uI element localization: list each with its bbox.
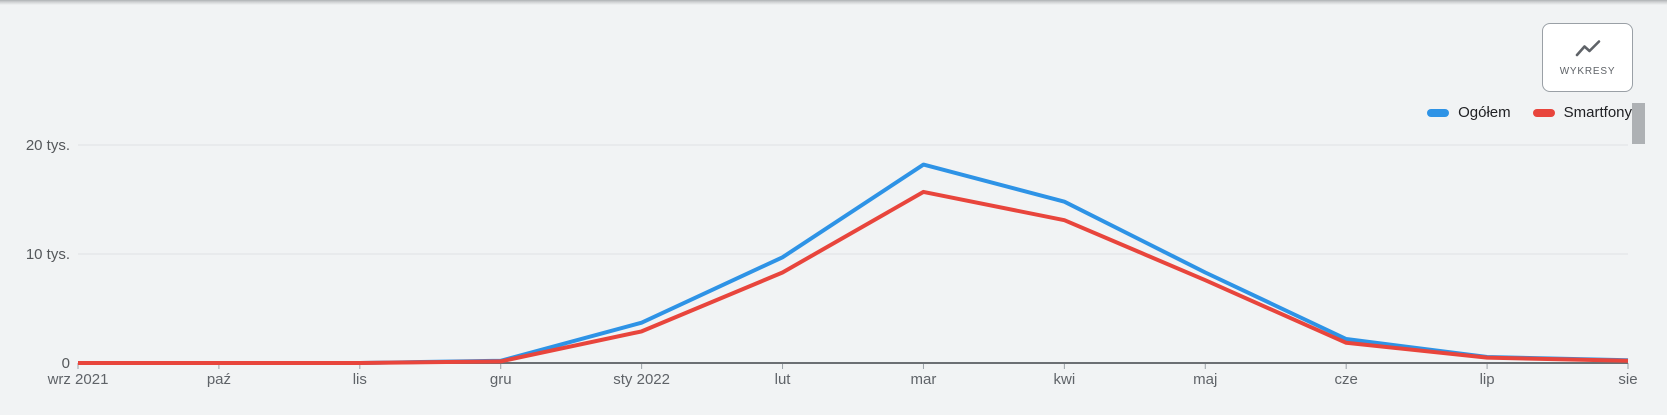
charts-button[interactable]: WYKRESY [1542,23,1633,92]
x-axis-tick-label: wrz 2021 [47,371,109,388]
x-axis-tick-label: cze [1335,371,1358,388]
legend-item[interactable]: Ogółem [1427,103,1511,123]
charts-button-label: WYKRESY [1559,65,1616,77]
legend-swatch [1427,109,1450,117]
x-axis-tick-label: lip [1480,371,1495,388]
legend-swatch [1532,109,1555,117]
x-axis-tick-label: lut [775,371,792,388]
x-axis-tick-label: maj [1193,371,1217,388]
y-axis-tick-label: 20 tys. [26,137,70,154]
chart-legend: Ogółem Smartfony [1427,103,1632,123]
y-axis-tick-label: 0 [62,355,70,372]
series-line-ogółem [78,162,1629,365]
legend-label: Ogółem [1458,104,1511,121]
legend-item[interactable]: Smartfony [1532,103,1632,123]
x-axis-tick-label: kwi [1054,371,1076,388]
x-axis-tick-label: gru [490,371,512,388]
x-axis-tick-label: sty 2022 [613,371,670,388]
vertical-scrollbar-thumb[interactable] [1632,103,1645,144]
x-axis-tick-label: lis [353,371,367,388]
x-axis-tick-label: sie [1618,371,1637,388]
x-axis-tick-label: mar [911,371,937,388]
series-line-smartfony [78,189,1629,365]
legend-label: Smartfony [1563,104,1632,121]
line-chart-icon [1574,39,1602,59]
x-axis-tick-label: paź [207,371,231,388]
y-axis-tick-label: 10 tys. [26,246,70,263]
